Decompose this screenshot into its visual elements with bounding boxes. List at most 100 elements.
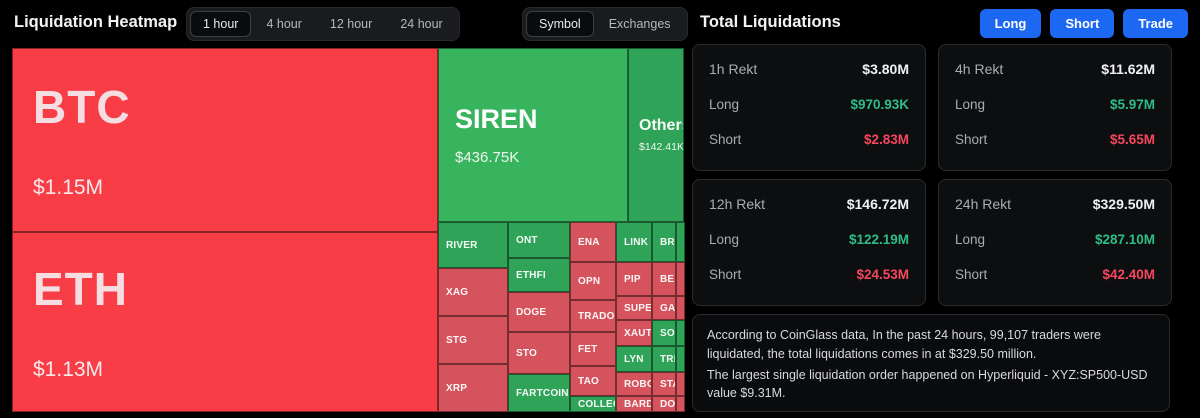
cell-symbol: STG [446,334,468,346]
cell-symbol: RIVER [446,239,478,251]
card-total: $3.80M [862,61,909,77]
treemap-cell-sto[interactable]: STO [508,332,570,374]
treemap-cell-ont[interactable]: ONT [508,222,570,258]
cell-symbol: LYN [624,353,644,365]
treemap-cell-bard[interactable]: BARD [616,396,652,412]
cell-symbol: FARTCOIN [516,387,569,399]
short-value: $42.40M [1102,266,1155,282]
treemap-cell-ga[interactable]: GA [652,296,676,320]
cell-symbol: ENA [578,236,600,248]
cell-symbol: XAUT [624,327,652,339]
note-line-1: According to CoinGlass data, In the past… [707,328,1101,361]
tab-exchanges[interactable]: Exchanges [608,17,671,31]
cell-symbol: ONT [516,234,538,246]
cell-symbol: ROBO [624,378,652,390]
cell-symbol: COLLEC [578,398,615,410]
cell-value: $436.75K [455,149,520,166]
cell-symbol: ETH [33,263,128,315]
total-liquidations-title: Total Liquidations [700,13,841,31]
treemap-cell-xrp[interactable]: XRP [438,364,508,412]
long-label: Long [709,231,740,247]
view-mode-tabs: Symbol Exchanges [522,7,688,41]
treemap-cell-link[interactable]: LINK [616,222,652,262]
treemap-cell-36[interactable] [676,320,685,346]
summary-note: According to CoinGlass data, In the past… [692,314,1170,412]
treemap-cell-pr[interactable]: PR [676,262,685,296]
tab-12-hour[interactable]: 12 hour [329,17,373,31]
cell-symbol: SIREN [455,104,538,134]
treemap-cell-tria[interactable]: TRIA [652,346,676,372]
treemap-cell-trado[interactable]: TRADO [570,300,616,332]
long-value: $970.93K [850,96,909,112]
treemap-cell-dot[interactable]: DOT [652,396,676,412]
long-label: Long [709,96,740,112]
short-label: Short [709,131,742,147]
treemap-cell-33[interactable] [676,222,685,262]
card-title: 24h Rekt [955,196,1012,212]
treemap-cell-37[interactable] [676,346,685,372]
tab-4-hour[interactable]: 4 hour [266,17,302,31]
treemap-cell-pip[interactable]: PIP [616,262,652,296]
cell-symbol: BR [660,236,675,248]
long-value: $287.10M [1094,231,1155,247]
treemap-cell-br[interactable]: BR [652,222,676,262]
treemap-cell-ethfi[interactable]: ETHFI [508,258,570,292]
treemap-cell-39[interactable] [676,396,685,412]
treemap-cell-xaut[interactable]: XAUT [616,320,652,346]
cell-symbol: F [684,303,685,314]
cell-symbol: STAR [660,378,675,390]
treemap-cell-fartcoin[interactable]: FARTCOIN [508,374,570,412]
treemap-cell-f[interactable]: F [676,296,685,320]
tab-symbol[interactable]: Symbol [526,11,594,37]
long-label: Long [955,231,986,247]
treemap-cell-xag[interactable]: XAG [438,268,508,316]
card-title: 1h Rekt [709,61,758,77]
treemap-cell-tao[interactable]: TAO [570,366,616,396]
treemap-cell-lyn[interactable]: LYN [616,346,652,372]
cell-symbol: XAG [446,286,469,298]
cell-symbol: GA [660,302,676,314]
cell-symbol: DOGE [516,306,547,318]
treemap-cell-collec[interactable]: COLLEC [570,396,616,412]
cell-symbol: TRIA [660,353,675,365]
treemap-cell-btc[interactable]: BTC $1.15M [12,48,438,232]
treemap-cell-opn[interactable]: OPN [570,262,616,300]
short-button[interactable]: Short [1050,9,1115,38]
treemap-cell-stg[interactable]: STG [438,316,508,364]
cell-symbol: PR [684,274,685,285]
treemap-cell-others[interactable]: Others $142.41K [628,48,684,222]
cell-symbol: OPN [578,275,601,287]
cell-symbol: TAO [578,375,599,387]
treemap-cell-star[interactable]: STAR [652,372,676,396]
trade-button[interactable]: Trade [1123,9,1188,38]
treemap-cell-super[interactable]: SUPER [616,296,652,320]
cell-symbol: TRADO [578,310,615,322]
long-value: $5.97M [1109,96,1155,112]
treemap-cell-river[interactable]: RIVER [438,222,508,268]
short-value: $2.83M [863,131,909,147]
stat-card-1h: 1h Rekt $3.80M Long $970.93K Short $2.83M [692,44,926,171]
stat-card-12h: 12h Rekt $146.72M Long $122.19M Short $24.5… [692,179,926,306]
treemap-cell-38[interactable] [676,372,685,396]
treemap-cell-siren[interactable]: SIREN $436.75K [438,48,628,222]
cell-value: $1.13M [33,358,104,381]
treemap-cell-robo[interactable]: ROBO [616,372,652,396]
treemap-cell-ena[interactable]: ENA [570,222,616,262]
cell-symbol: BTC [33,81,131,133]
tab-1-hour[interactable]: 1 hour [190,11,252,37]
long-value: $122.19M [848,231,909,247]
cell-symbol: ETHFI [516,269,546,281]
card-title: 4h Rekt [955,61,1004,77]
time-range-tabs: 1 hour 4 hour 12 hour 24 hour [186,7,460,41]
tab-24-hour[interactable]: 24 hour [400,17,443,31]
cell-symbol: PIP [624,273,641,285]
treemap-cell-be[interactable]: BE [652,262,676,296]
treemap-cell-doge[interactable]: DOGE [508,292,570,332]
treemap-cell-sol[interactable]: SOL [652,320,676,346]
treemap-cell-eth[interactable]: ETH $1.13M [12,232,438,412]
card-total: $329.50M [1092,196,1155,212]
treemap-cell-fet[interactable]: FET [570,332,616,366]
long-button[interactable]: Long [979,9,1042,38]
cell-value: $1.15M [33,176,104,199]
